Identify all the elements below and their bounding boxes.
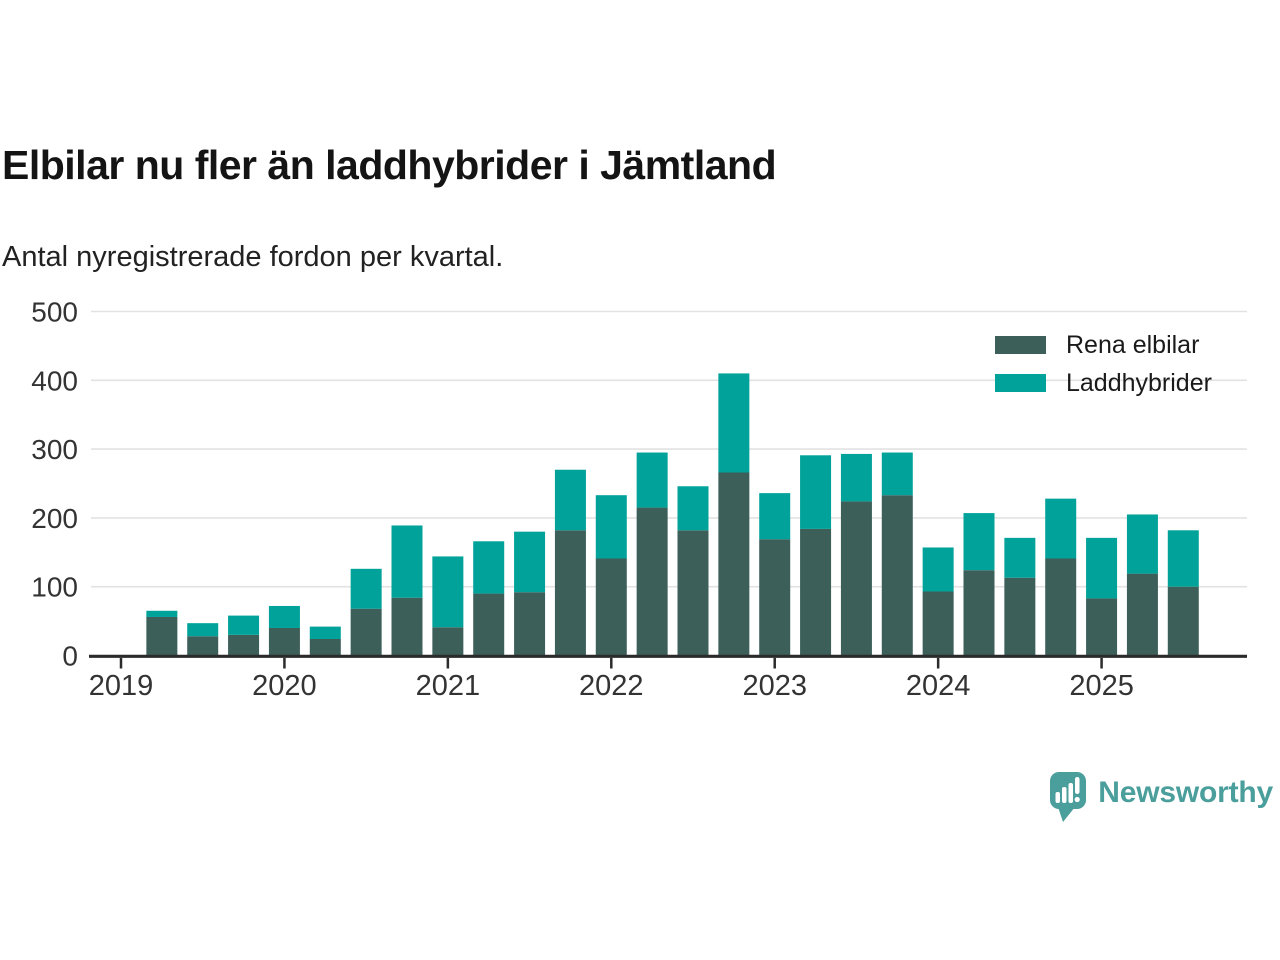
bar-segment-rena-elbilar-2023-K1 — [759, 539, 791, 656]
bar-segment-rena-elbilar-2019-K3 — [187, 636, 219, 656]
stacked-bar-chart: 0 100 200 300 400 500 2019 2020 2021 2022 2023 2024… — [0, 295, 1280, 715]
bar-segment-laddhybrider-2022-K2 — [636, 452, 668, 508]
bar-segment-laddhybrider-2020-K1 — [268, 605, 300, 628]
legend-item-laddhybrider: Laddhybrider — [995, 369, 1212, 397]
bar-segment-laddhybrider-2022-K4 — [718, 373, 750, 473]
bar-segment-rena-elbilar-2022-K3 — [677, 530, 709, 656]
x-axis-tick-label-2021: 2021 — [416, 670, 481, 702]
chart-title: Elbilar nu fler än laddhybrider i Jämtla… — [2, 142, 777, 188]
x-axis-tick-label-2025: 2025 — [1069, 670, 1134, 702]
bar-segment-laddhybrider-2023-K2 — [800, 455, 832, 529]
bar-segment-rena-elbilar-2022-K2 — [636, 507, 668, 656]
bar-segment-rena-elbilar-2025-K1 — [1086, 598, 1118, 656]
bar-segment-rena-elbilar-2024-K3 — [1004, 577, 1036, 656]
y-axis-tick-label-200: 200 — [31, 503, 78, 534]
chart-canvas: 0 100 200 300 400 500 2019 2020 2021 2022 2023 2024… — [31, 297, 1247, 702]
bar-segment-laddhybrider-2025-K3 — [1167, 530, 1199, 587]
bar-segment-laddhybrider-2021-K2 — [473, 541, 505, 594]
legend-item-rena-elbilar: Rena elbilar — [995, 331, 1212, 359]
bar-segment-rena-elbilar-2021-K2 — [473, 593, 505, 656]
legend-label-laddhybrider: Laddhybrider — [1066, 368, 1212, 397]
bar-segment-rena-elbilar-2023-K3 — [840, 501, 872, 656]
bar-segment-rena-elbilar-2021-K3 — [514, 592, 546, 656]
bar-segment-rena-elbilar-2024-K4 — [1045, 558, 1077, 656]
bar-segment-rena-elbilar-2019-K4 — [228, 634, 260, 656]
bar-segment-laddhybrider-2019-K2 — [146, 610, 178, 617]
bar-segment-laddhybrider-2020-K3 — [350, 568, 382, 609]
bar-segment-rena-elbilar-2020-K2 — [309, 638, 341, 656]
bar-segment-rena-elbilar-2019-K2 — [146, 616, 178, 656]
bar-segment-laddhybrider-2024-K4 — [1045, 498, 1077, 559]
bar-segment-rena-elbilar-2020-K1 — [268, 627, 300, 656]
bar-segment-laddhybrider-2023-K1 — [759, 493, 791, 540]
bar-segment-rena-elbilar-2021-K4 — [554, 530, 586, 656]
bar-segment-laddhybrider-2020-K2 — [309, 626, 341, 639]
bar-segment-laddhybrider-2022-K1 — [595, 495, 627, 559]
chart-subtitle: Antal nyregistrerade fordon per kvartal. — [2, 241, 504, 273]
legend-label-rena-elbilar: Rena elbilar — [1066, 330, 1200, 359]
bar-segment-laddhybrider-2021-K1 — [432, 556, 464, 628]
y-axis-tick-label-500: 500 — [31, 297, 78, 328]
y-axis-tick-label-100: 100 — [31, 572, 78, 603]
bar-segment-laddhybrider-2021-K3 — [514, 531, 546, 593]
legend: Rena elbilar Laddhybrider — [995, 331, 1212, 397]
bar-segment-laddhybrider-2023-K3 — [840, 453, 872, 502]
bar-segment-rena-elbilar-2021-K1 — [432, 627, 464, 656]
x-axis-tick-label-2023: 2023 — [742, 670, 807, 702]
bar-segment-laddhybrider-2021-K4 — [554, 469, 586, 531]
legend-swatch-rena-elbilar — [995, 336, 1046, 354]
bar-segment-laddhybrider-2020-K4 — [391, 525, 423, 598]
bar-segment-laddhybrider-2023-K4 — [881, 452, 913, 496]
y-axis-tick-label-0: 0 — [62, 641, 78, 672]
bar-segment-laddhybrider-2022-K3 — [677, 486, 709, 531]
x-axis-tick-label-2024: 2024 — [906, 670, 971, 702]
legend-swatch-laddhybrider — [995, 374, 1046, 392]
x-axis-tick-label-2019: 2019 — [89, 670, 154, 702]
y-axis-tick-label-400: 400 — [31, 365, 78, 396]
newsworthy-logo: Newsworthy — [1049, 771, 1273, 825]
newsworthy-logo-text: Newsworthy — [1098, 776, 1273, 809]
bar-segment-rena-elbilar-2025-K3 — [1167, 586, 1199, 656]
x-axis-tick-label-2022: 2022 — [579, 670, 644, 702]
newsworthy-logo-icon — [1050, 772, 1087, 822]
bar-segment-laddhybrider-2025-K2 — [1126, 514, 1158, 574]
bar-segment-rena-elbilar-2020-K4 — [391, 597, 423, 656]
bar-segment-laddhybrider-2024-K2 — [963, 513, 995, 571]
y-axis-tick-label-300: 300 — [31, 434, 78, 465]
bar-segment-rena-elbilar-2022-K1 — [595, 558, 627, 656]
bar-segment-rena-elbilar-2023-K2 — [800, 528, 832, 656]
bar-segment-laddhybrider-2019-K3 — [187, 623, 219, 637]
bar-segment-rena-elbilar-2025-K2 — [1126, 573, 1158, 656]
bar-segment-rena-elbilar-2020-K3 — [350, 608, 382, 656]
bar-segment-laddhybrider-2024-K3 — [1004, 537, 1036, 578]
bar-segment-rena-elbilar-2022-K4 — [718, 472, 750, 656]
bar-segment-rena-elbilar-2023-K4 — [881, 495, 913, 656]
bar-segment-rena-elbilar-2024-K1 — [922, 591, 954, 656]
bar-segment-laddhybrider-2025-K1 — [1086, 537, 1118, 599]
bar-segment-laddhybrider-2024-K1 — [922, 547, 954, 592]
bar-segment-rena-elbilar-2024-K2 — [963, 570, 995, 656]
x-axis-tick-label-2020: 2020 — [252, 670, 317, 702]
bar-segment-laddhybrider-2019-K4 — [228, 615, 260, 635]
